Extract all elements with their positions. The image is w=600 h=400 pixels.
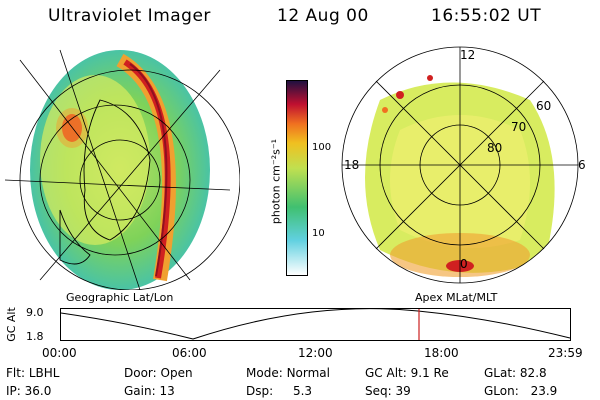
colorbar-tick-100: 100 — [312, 142, 332, 153]
timeline-xtick-0600: 06:00 — [172, 346, 207, 360]
timeline-xtick-1200: 12:00 — [298, 346, 333, 360]
mlt-label-18: 18 — [344, 158, 360, 172]
info-gc-alt: GC Alt: 9.1 Re — [365, 366, 449, 380]
info-glat: GLat: 82.8 — [484, 366, 547, 380]
colorbar — [286, 80, 308, 276]
mlat-label-70: 70 — [511, 120, 527, 134]
info-mode: Mode: Normal — [246, 366, 330, 380]
mlt-label-6: 6 — [578, 158, 586, 172]
info-dsp: Dsp: 5.3 — [246, 384, 313, 398]
info-seq: Seq: 39 — [365, 384, 411, 398]
instrument-title: Ultraviolet Imager — [48, 6, 211, 26]
colorbar-tick-10: 10 — [312, 228, 325, 239]
timeline-xtick-2359: 23:59 — [548, 346, 583, 360]
mlat-label-80: 80 — [487, 141, 503, 155]
geographic-image — [4, 49, 240, 290]
info-flt: Flt: LBHL — [6, 366, 60, 380]
info-ip: IP: 36.0 — [6, 384, 52, 398]
time-label: 16:55:02 UT — [431, 6, 542, 26]
mlt-label-0: 0 — [460, 257, 468, 271]
mlat-label-60: 60 — [536, 99, 552, 113]
info-door: Door: Open — [124, 366, 193, 380]
info-glon: GLon: 23.9 — [484, 384, 558, 398]
timeline-ytick-9: 9.0 — [26, 306, 44, 319]
mlt-label-12: 12 — [460, 48, 476, 62]
timeline-xtick-1800: 18:00 — [424, 346, 459, 360]
colorbar-unit-label: photon cm⁻²s⁻¹ — [269, 138, 283, 225]
date-label: 12 Aug 00 — [277, 6, 369, 26]
info-gain: Gain: 13 — [124, 384, 175, 398]
timeline-axis-label: GC Alt — [4, 307, 18, 342]
timeline-ytick-1-8: 1.8 — [26, 330, 44, 343]
geographic-caption: Geographic Lat/Lon — [66, 291, 174, 304]
altitude-timeline[interactable] — [60, 308, 572, 342]
timeline-xtick-0000: 00:00 — [42, 346, 77, 360]
apex-caption: Apex MLat/MLT — [415, 291, 498, 304]
polar-mlt-image — [341, 46, 579, 284]
